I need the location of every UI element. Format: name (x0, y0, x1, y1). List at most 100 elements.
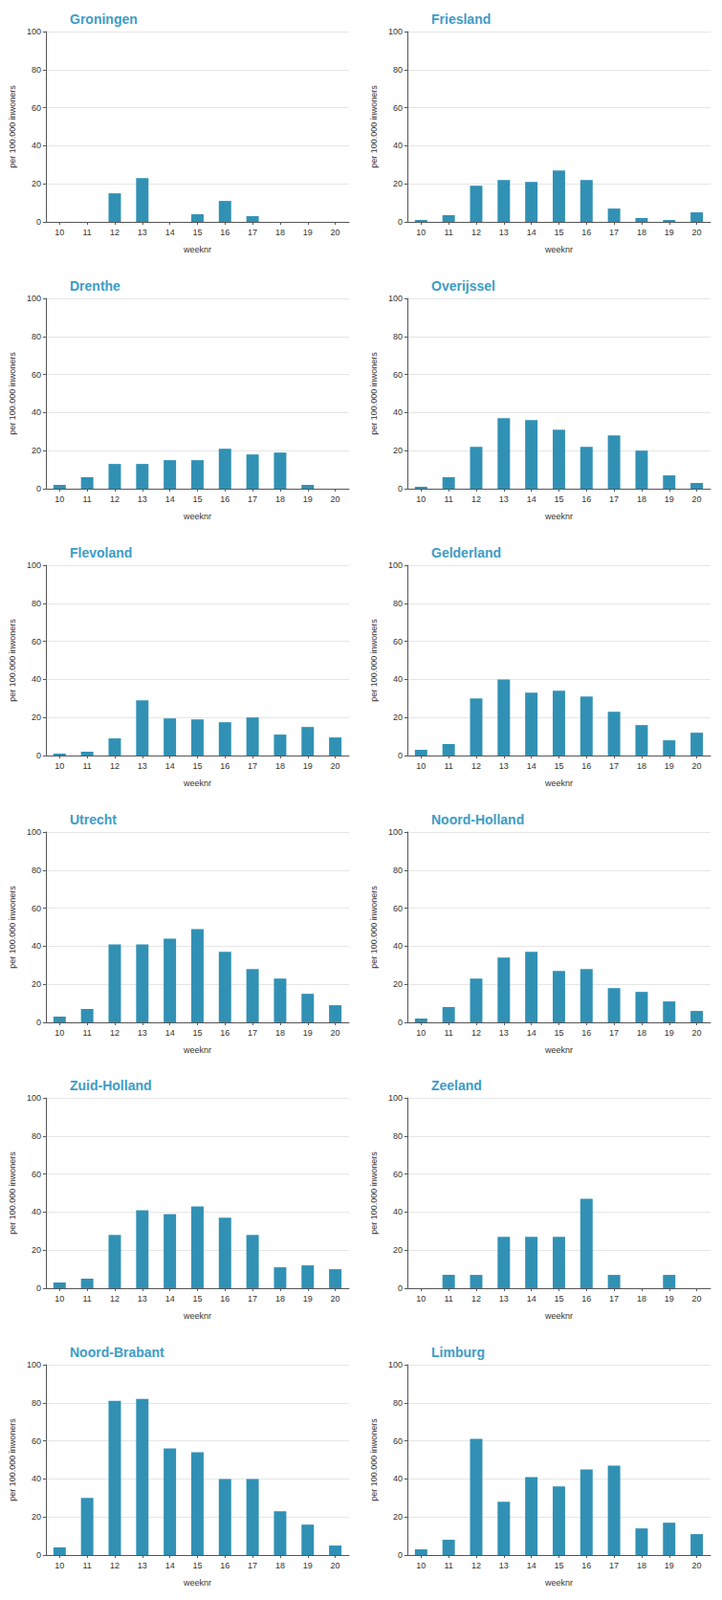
svg-text:per 100.000 inwoners: per 100.000 inwoners (7, 351, 18, 436)
svg-text:weeknr: weeknr (544, 1045, 573, 1055)
svg-text:19: 19 (664, 1028, 675, 1038)
svg-text:12: 12 (109, 1028, 120, 1038)
svg-text:17: 17 (247, 1293, 258, 1304)
svg-text:weeknr: weeknr (182, 778, 212, 788)
svg-text:12: 12 (109, 1560, 120, 1571)
svg-text:80: 80 (393, 65, 403, 75)
svg-text:14: 14 (526, 227, 537, 238)
svg-text:40: 40 (31, 674, 42, 684)
svg-text:0: 0 (36, 1017, 42, 1028)
svg-text:per 100.000 inwoners: per 100.000 inwoners (7, 1151, 18, 1235)
svg-text:weeknr: weeknr (544, 1577, 573, 1588)
svg-text:60: 60 (393, 636, 403, 647)
svg-text:Noord-Brabant: Noord-Brabant (69, 1344, 165, 1360)
svg-text:per 100.000 inwoners: per 100.000 inwoners (369, 885, 379, 969)
svg-text:Noord-Holland: Noord-Holland (431, 811, 525, 828)
svg-text:60: 60 (31, 370, 42, 380)
svg-text:60: 60 (31, 903, 42, 914)
svg-text:weeknr: weeknr (544, 244, 573, 255)
svg-text:10: 10 (415, 494, 426, 504)
svg-text:13: 13 (137, 1028, 148, 1038)
svg-text:per 100.000 inwoners: per 100.000 inwoners (7, 885, 18, 969)
svg-text:per 100.000 inwoners: per 100.000 inwoners (369, 618, 379, 702)
svg-text:Utrecht: Utrecht (69, 811, 117, 828)
svg-text:12: 12 (471, 494, 482, 504)
svg-text:16: 16 (581, 1293, 591, 1304)
svg-text:Gelderland: Gelderland (431, 545, 502, 561)
svg-text:0: 0 (397, 217, 403, 227)
svg-text:18: 18 (636, 1560, 647, 1571)
svg-text:Friesland: Friesland (431, 11, 491, 27)
svg-text:Groningen: Groningen (69, 11, 138, 27)
svg-text:17: 17 (247, 1028, 258, 1038)
svg-text:weeknr: weeknr (182, 1311, 212, 1321)
svg-text:weeknr: weeknr (544, 511, 573, 522)
svg-text:20: 20 (31, 979, 42, 989)
svg-text:20: 20 (393, 1245, 403, 1255)
svg-text:16: 16 (219, 761, 230, 771)
svg-text:Limburg: Limburg (431, 1344, 485, 1360)
svg-text:16: 16 (581, 227, 591, 238)
svg-text:17: 17 (609, 1028, 619, 1038)
svg-text:15: 15 (192, 761, 202, 771)
svg-text:16: 16 (581, 494, 591, 504)
svg-text:11: 11 (443, 1028, 453, 1038)
svg-text:100: 100 (388, 827, 403, 837)
svg-text:12: 12 (471, 1028, 482, 1038)
svg-text:11: 11 (82, 1560, 91, 1571)
svg-text:11: 11 (82, 1293, 91, 1304)
svg-text:per 100.000 inwoners: per 100.000 inwoners (369, 351, 379, 436)
svg-text:16: 16 (581, 1560, 591, 1571)
svg-text:40: 40 (393, 407, 403, 417)
svg-text:14: 14 (526, 494, 537, 504)
svg-text:weeknr: weeknr (182, 511, 212, 522)
svg-text:60: 60 (393, 1436, 403, 1446)
svg-text:19: 19 (303, 1560, 313, 1571)
svg-text:19: 19 (303, 494, 313, 504)
svg-text:13: 13 (137, 227, 148, 238)
svg-text:15: 15 (192, 227, 202, 238)
svg-text:Zuid-Holland: Zuid-Holland (69, 1077, 153, 1094)
svg-text:11: 11 (82, 1028, 91, 1038)
svg-text:18: 18 (636, 1293, 647, 1304)
svg-text:20: 20 (692, 1560, 702, 1571)
svg-text:13: 13 (499, 227, 509, 238)
svg-text:18: 18 (636, 494, 647, 504)
svg-text:20: 20 (393, 178, 403, 189)
svg-text:17: 17 (247, 494, 258, 504)
svg-text:12: 12 (109, 227, 120, 238)
svg-text:12: 12 (471, 761, 482, 771)
svg-text:100: 100 (388, 1093, 403, 1103)
svg-text:15: 15 (553, 1028, 564, 1038)
svg-text:20: 20 (330, 1560, 341, 1571)
svg-text:60: 60 (31, 1169, 42, 1180)
svg-text:15: 15 (553, 227, 564, 238)
svg-text:100: 100 (388, 1359, 403, 1370)
svg-text:20: 20 (393, 445, 403, 456)
svg-text:18: 18 (636, 1028, 647, 1038)
svg-text:weeknr: weeknr (182, 1045, 212, 1055)
svg-text:20: 20 (31, 1511, 42, 1522)
svg-text:11: 11 (443, 1293, 453, 1304)
svg-text:weeknr: weeknr (544, 778, 573, 788)
svg-text:11: 11 (82, 227, 91, 238)
svg-text:20: 20 (330, 1293, 341, 1304)
svg-text:100: 100 (26, 827, 42, 837)
svg-text:13: 13 (137, 1293, 148, 1304)
svg-text:11: 11 (82, 494, 91, 504)
svg-text:15: 15 (192, 1560, 202, 1571)
svg-text:20: 20 (330, 494, 341, 504)
svg-text:18: 18 (275, 227, 285, 238)
svg-text:19: 19 (664, 1293, 675, 1304)
svg-text:per 100.000 inwoners: per 100.000 inwoners (7, 618, 18, 702)
svg-text:11: 11 (443, 1560, 453, 1571)
svg-text:11: 11 (443, 227, 453, 238)
svg-text:20: 20 (692, 227, 702, 238)
svg-text:20: 20 (393, 1511, 403, 1522)
svg-text:20: 20 (31, 1245, 42, 1255)
svg-text:15: 15 (553, 494, 564, 504)
svg-text:60: 60 (393, 103, 403, 113)
svg-text:80: 80 (31, 598, 42, 609)
svg-text:16: 16 (219, 1293, 230, 1304)
svg-text:Drenthe: Drenthe (69, 278, 121, 294)
